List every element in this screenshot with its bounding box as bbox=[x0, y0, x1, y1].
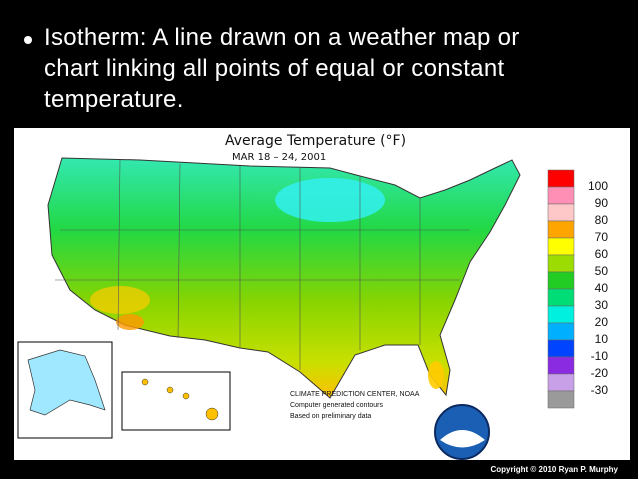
copyright: Copyright © 2010 Ryan P. Murphy bbox=[490, 465, 618, 474]
alaska bbox=[27, 349, 106, 416]
legend-swatch bbox=[547, 169, 575, 188]
legend-label: 100 bbox=[588, 179, 608, 193]
legend-swatch bbox=[547, 322, 575, 341]
legend-swatch bbox=[547, 220, 575, 239]
legend-swatch bbox=[547, 356, 575, 375]
warm-region bbox=[90, 286, 150, 314]
credit-line: Computer generated contours bbox=[290, 402, 383, 409]
legend: 100 90 80 70 60 50 40 30 20 10 -10 -20 -30 bbox=[547, 169, 609, 409]
bullet-text: Isotherm: A line drawn on a weather map … bbox=[44, 24, 520, 113]
map-subtitle: MAR 18 – 24, 2001 bbox=[232, 152, 326, 163]
hawaii bbox=[141, 378, 219, 421]
warm-region bbox=[428, 361, 444, 389]
legend-swatch bbox=[547, 254, 575, 273]
us-map bbox=[47, 157, 521, 399]
legend-label: 70 bbox=[595, 230, 609, 244]
legend-label: 60 bbox=[595, 247, 609, 261]
legend-label: 20 bbox=[595, 315, 609, 329]
hawaii-inset bbox=[121, 371, 231, 431]
legend-swatch bbox=[547, 305, 575, 324]
legend-label: 40 bbox=[595, 281, 609, 295]
map-title: Average Temperature (°F) bbox=[225, 133, 406, 149]
legend-swatch bbox=[547, 373, 575, 392]
legend-swatch bbox=[547, 390, 575, 409]
noaa-logo-wave bbox=[440, 430, 485, 448]
legend-label: -10 bbox=[591, 349, 609, 363]
legend-swatch bbox=[547, 237, 575, 256]
legend-swatch bbox=[547, 186, 575, 205]
legend-swatch bbox=[547, 203, 575, 222]
legend-swatch bbox=[547, 271, 575, 290]
legend-label: -30 bbox=[591, 383, 609, 397]
legend-label: 30 bbox=[595, 298, 609, 312]
cold-region bbox=[275, 178, 385, 222]
credit-line: Based on preliminary data bbox=[290, 413, 371, 420]
credits: CLIMATE PREDICTION CENTER, NOAA Computer … bbox=[290, 391, 420, 420]
legend-label: 80 bbox=[595, 213, 609, 227]
warm-region bbox=[116, 314, 144, 330]
legend-swatch bbox=[547, 339, 575, 358]
bullet-dot bbox=[24, 36, 32, 44]
legend-label: 10 bbox=[595, 332, 609, 346]
legend-label: 90 bbox=[595, 196, 609, 210]
state-lines bbox=[55, 159, 470, 370]
legend-swatch bbox=[547, 288, 575, 307]
legend-label: 50 bbox=[595, 264, 609, 278]
legend-label: -20 bbox=[591, 366, 609, 380]
credit-line: CLIMATE PREDICTION CENTER, NOAA bbox=[290, 391, 420, 398]
